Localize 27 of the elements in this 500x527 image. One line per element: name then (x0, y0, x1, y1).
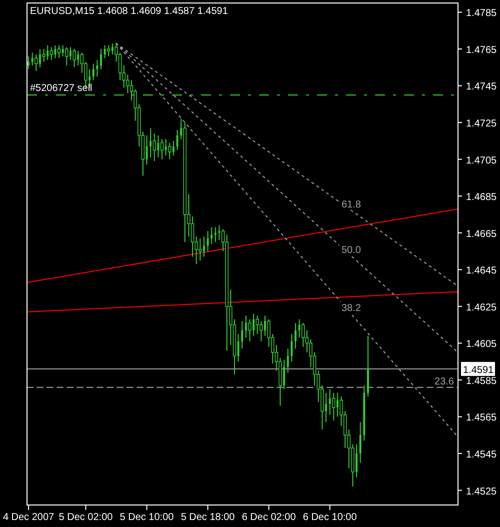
chart-title: EURUSD,M15 1.4608 1.4609 1.4587 1.4591 (30, 6, 228, 17)
y-tick-label: 1.4585 (466, 376, 498, 387)
y-tick-label: 1.4685 (466, 192, 498, 204)
y-tick-label: 1.4725 (466, 118, 498, 130)
y-tick-label: 1.4525 (466, 486, 498, 498)
y-tick-label: 1.4765 (466, 44, 498, 56)
x-tick-label: 6 Dec 10:00 (302, 512, 358, 523)
series-label: 50.0 (341, 244, 362, 256)
y-tick-label: 1.4625 (466, 302, 498, 314)
x-tick-label: 4 Dec 2007 (2, 512, 55, 523)
y-tick-label: 1.4745 (466, 82, 498, 93)
series-label: 38.2 (341, 302, 362, 314)
x-tick-label: 5 Dec 18:00 (180, 512, 236, 523)
x-tick-label: 6 Dec 02:00 (242, 512, 296, 523)
series-label: 23.6 (434, 376, 454, 388)
series-label: 61.8 (341, 199, 362, 210)
y-tick-label: 1.4605 (466, 339, 498, 350)
y-tick-label: 1.4665 (466, 228, 498, 240)
ref-line-label: #5206727 sell (30, 82, 92, 94)
y-tick-label: 1.4545 (466, 450, 498, 461)
y-tick-label: 1.4785 (466, 8, 498, 20)
y-tick-label: 1.4565 (466, 412, 498, 424)
x-tick-label: 5 Dec 10:00 (120, 512, 174, 523)
y-tick-label: 1.4705 (466, 155, 498, 166)
x-tick-label: 5 Dec 02:00 (58, 512, 114, 523)
ref-line-label: 1.4591 (463, 364, 494, 376)
y-tick-label: 1.4645 (466, 266, 498, 277)
